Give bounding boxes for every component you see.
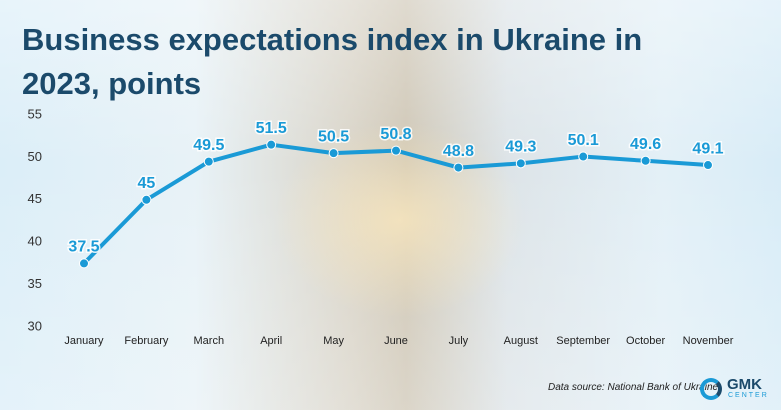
logo-subtext: CENTER (728, 392, 769, 399)
y-tick-label: 45 (28, 191, 42, 206)
x-tick-label: September (556, 335, 610, 347)
point (391, 145, 401, 156)
point (328, 148, 339, 159)
x-tick-label: July (449, 335, 469, 347)
point (266, 139, 277, 150)
point (703, 160, 713, 171)
x-tick-label: March (194, 335, 225, 347)
data-label: 49.6 (630, 136, 661, 153)
source-note: Data source: National Bank of Ukraine (548, 382, 719, 393)
point (515, 158, 526, 169)
logo-icon (700, 378, 722, 400)
point (79, 258, 89, 269)
x-tick-label: November (683, 335, 734, 347)
y-tick-label: 30 (28, 318, 42, 333)
chart-title: Business expectations index in Ukraine i… (22, 22, 643, 101)
data-label: 50.8 (380, 126, 411, 143)
y-tick-label: 40 (28, 234, 42, 249)
data-label: 49.3 (505, 139, 536, 156)
point (141, 194, 152, 205)
y-tick-label: 55 (28, 106, 42, 121)
data-label: 45 (138, 175, 156, 192)
point (578, 151, 589, 162)
logo: GMK CENTER (700, 376, 770, 402)
x-tick-label: May (323, 335, 344, 347)
x-tick-label: August (504, 335, 538, 347)
data-label: 49.1 (692, 140, 723, 157)
x-tick-label: February (124, 335, 169, 347)
point (640, 155, 651, 166)
data-label: 51.5 (256, 120, 287, 137)
x-tick-label: June (384, 335, 408, 347)
data-label: 49.5 (193, 137, 224, 154)
x-tick-label: October (626, 335, 665, 347)
data-label: 50.1 (568, 132, 599, 149)
x-tick-label: April (260, 335, 282, 347)
y-tick-label: 50 (28, 149, 42, 164)
logo-text: GMK (727, 376, 762, 393)
data-label: 48.8 (443, 143, 474, 160)
point (203, 156, 214, 167)
line (82, 142, 709, 265)
data-label: 37.5 (68, 239, 99, 256)
x-tick-label: January (64, 335, 104, 347)
point (453, 162, 464, 173)
data-label: 50.5 (318, 128, 349, 145)
y-tick-label: 35 (28, 276, 42, 291)
